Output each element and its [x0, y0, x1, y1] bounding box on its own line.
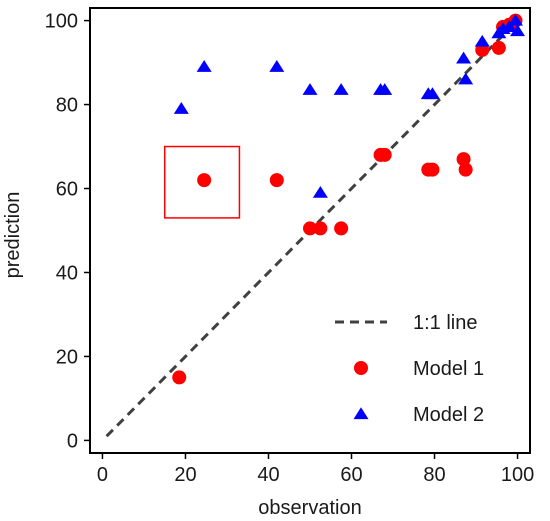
x-axis-title: observation	[258, 497, 361, 519]
data-point-model-1	[303, 221, 317, 236]
y-tick-label: 20	[56, 346, 78, 368]
x-tick-label: 100	[501, 464, 534, 486]
legend: 1:1 line Model 1 Model 2	[335, 312, 484, 426]
data-point-model-2	[424, 87, 440, 100]
axes: 0 20 40 60 80 100 0 20 40 60 80 100	[45, 7, 534, 486]
data-point-model-2	[510, 24, 526, 37]
series-2	[173, 13, 526, 198]
data-point-model-1	[425, 162, 440, 177]
legend-label-reference: 1:1 line	[413, 312, 478, 334]
data-point-model-1	[197, 173, 212, 188]
data-point-model-1	[377, 147, 392, 162]
data-point-model-2	[312, 185, 328, 198]
x-tick-label: 60	[340, 464, 362, 486]
x-tick-label: 0	[97, 464, 108, 486]
y-tick-label: 40	[56, 262, 78, 284]
data-point-model-2	[196, 60, 212, 72]
y-tick-label: 80	[56, 95, 78, 117]
legend-label-1: Model 1	[413, 358, 484, 380]
data-point-model-2	[302, 83, 318, 95]
data-point-model-2	[269, 60, 285, 72]
data-point-model-1	[269, 173, 284, 188]
legend-symbol-model-1	[354, 361, 368, 375]
data-point-model-2	[474, 34, 490, 47]
y-tick-label: 60	[56, 179, 78, 201]
data-point-model-2	[507, 13, 523, 26]
plot-area	[105, 13, 526, 438]
data-point-model-2	[501, 20, 517, 32]
legend-symbol-model-2	[353, 407, 369, 420]
x-tick-label: 80	[423, 464, 445, 486]
data-point-model-1	[172, 370, 187, 385]
y-axis-title: prediction	[2, 192, 24, 279]
data-point-model-1	[456, 152, 471, 167]
y-tick-label: 0	[67, 430, 78, 452]
x-tick-label: 20	[174, 464, 196, 486]
highlight-box	[163, 145, 241, 219]
data-point-model-1	[313, 221, 328, 236]
data-point-model-1	[458, 162, 473, 177]
data-point-model-2	[377, 83, 393, 95]
data-point-model-2	[333, 83, 349, 95]
plot-frame	[89, 7, 531, 454]
data-point-model-2	[173, 102, 189, 114]
y-tick-label: 100	[45, 11, 78, 33]
x-tick-label: 40	[257, 464, 279, 486]
data-point-model-1	[491, 40, 506, 55]
data-point-model-2	[456, 51, 472, 64]
data-point-model-2	[458, 72, 474, 85]
legend-label-2: Model 2	[413, 404, 484, 426]
data-point-model-1	[334, 221, 349, 236]
